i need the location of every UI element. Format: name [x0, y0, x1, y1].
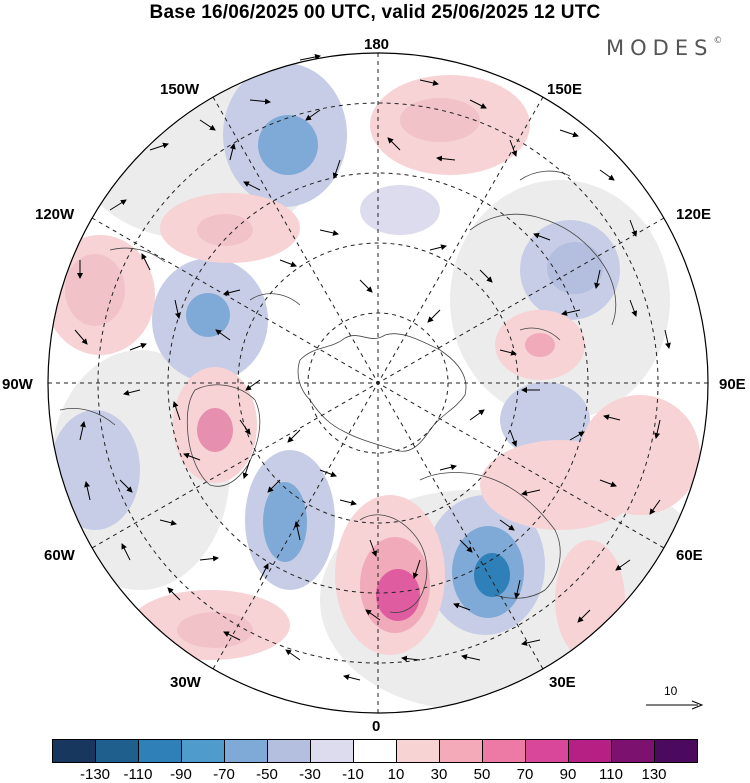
lon-label-180: 180	[364, 36, 390, 53]
colorbar-cell	[654, 739, 698, 763]
colorbar-cell	[52, 739, 96, 763]
colorbar-tick-label: 30	[430, 766, 448, 783]
colorbar-cell	[353, 739, 397, 763]
coastlines	[59, 170, 617, 613]
colorbar-tick-label: -110	[123, 766, 153, 783]
colorbar-cell	[525, 739, 569, 763]
colorbar-cell	[138, 739, 182, 763]
colorbar-tick-label: -130	[79, 766, 111, 783]
colorbar-tick-label: -70	[213, 766, 235, 783]
lon-label-90e: 90E	[719, 376, 746, 393]
lon-label-60w: 60W	[44, 547, 75, 564]
lon-label-150w: 150W	[160, 81, 200, 98]
colorbar-cell	[439, 739, 483, 763]
colorbar-cell	[267, 739, 311, 763]
lon-label-120w: 120W	[35, 206, 75, 223]
map-boundary	[47, 52, 709, 714]
lon-label-90w: 90W	[2, 376, 33, 393]
reference-vector-label: 10	[664, 684, 678, 698]
graticule	[48, 53, 708, 713]
map-title: Base 16/06/2025 00 UTC, valid 25/06/2025…	[149, 2, 601, 23]
colorbar-tick-label: 90	[559, 766, 577, 783]
colorbar-tick-label: 50	[473, 766, 491, 783]
colorbar-cell	[95, 739, 139, 763]
colorbar-cell	[310, 739, 354, 763]
colorbar-cell	[611, 739, 655, 763]
lon-label-0: 0	[372, 718, 381, 735]
lon-label-60e: 60E	[676, 547, 703, 564]
wind-vectors	[74, 54, 671, 681]
colorbar-tick-label: 110	[599, 766, 623, 783]
colorbar-tick-label: -30	[299, 766, 321, 783]
lon-label-120e: 120E	[676, 206, 712, 223]
colorbar-cell	[224, 739, 268, 763]
colorbar-tick-label: -10	[342, 766, 364, 783]
lon-label-150e: 150E	[547, 81, 583, 98]
colorbar-tick-label: -90	[170, 766, 192, 783]
reference-vector-arrow	[646, 700, 704, 710]
colorbar-tick-label: 130	[641, 766, 667, 783]
colorbar-cell	[396, 739, 440, 763]
lon-label-30e: 30E	[549, 674, 576, 691]
anomaly-field	[48, 53, 708, 713]
lon-label-30w: 30W	[170, 674, 201, 691]
brand-mark: ©	[713, 36, 723, 46]
colorbar-tick-label: 10	[387, 766, 405, 783]
colorbar-tick-label: 70	[516, 766, 534, 783]
colorbar-cell	[568, 739, 612, 763]
colorbar-tick-label: -50	[256, 766, 278, 783]
modes-logo: MODES©	[606, 36, 722, 60]
colorbar-cell	[482, 739, 526, 763]
colorbar-cell	[181, 739, 225, 763]
brand-name: MODES	[606, 36, 714, 60]
